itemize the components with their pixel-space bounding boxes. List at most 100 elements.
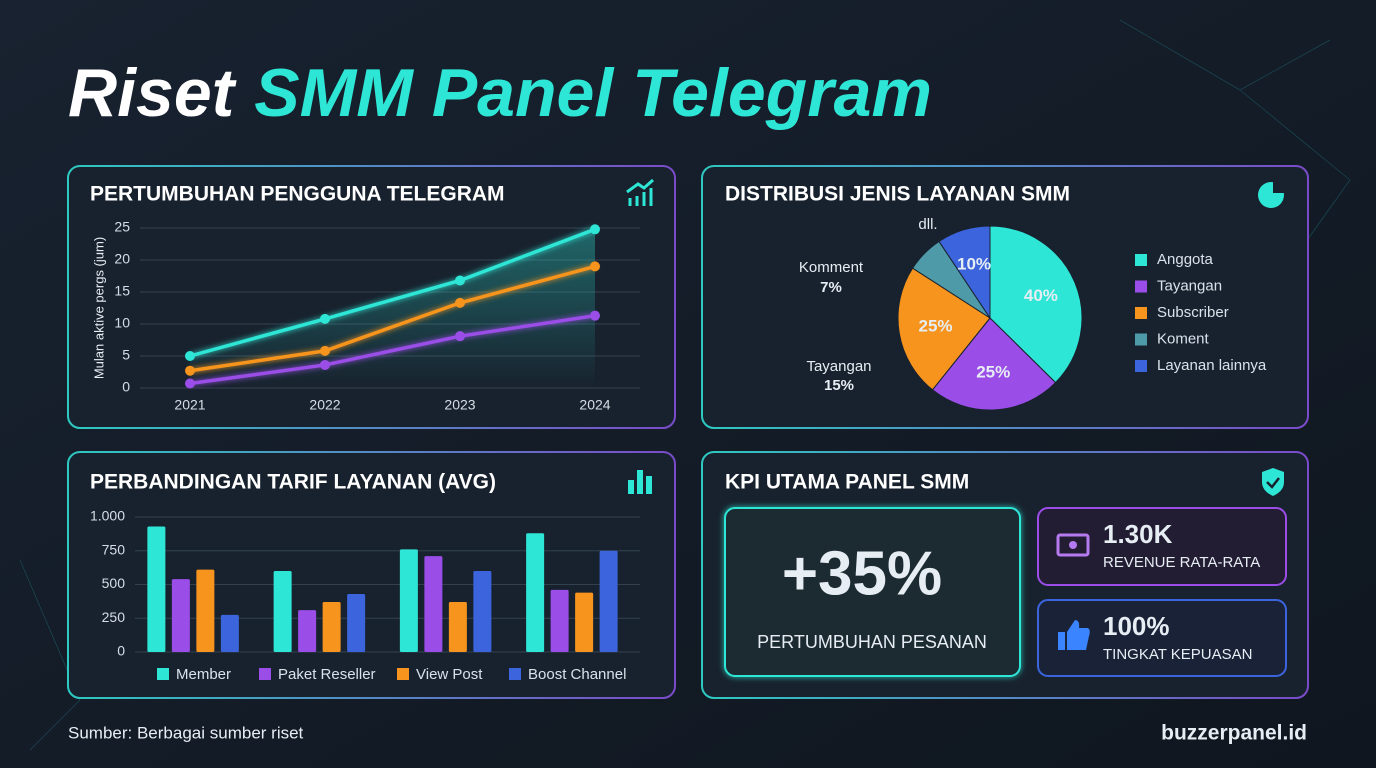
- kpi-card-label: TINGKAT KEPUASAN: [1103, 646, 1252, 663]
- y-tick-label: 250: [102, 609, 126, 625]
- panel-title: PERTUMBUHAN PENGGUNA TELEGRAM: [90, 183, 505, 206]
- x-tick-label: 2022: [309, 397, 340, 413]
- point: [320, 359, 330, 370]
- legend-label: Subscriber: [1157, 304, 1229, 321]
- pie-slice: [938, 225, 991, 320]
- bar-panel: [67, 451, 676, 699]
- point: [590, 310, 600, 321]
- kpi-card-label: REVENUE RATA-RATA: [1103, 554, 1260, 571]
- x-tick-label: 2024: [579, 397, 610, 413]
- bar: [322, 602, 341, 652]
- bar: [575, 592, 594, 652]
- panel-title: KPI UTAMA PANEL SMM: [725, 471, 969, 494]
- pie-icon: [1258, 180, 1286, 208]
- legend-swatch: [1135, 254, 1147, 266]
- bar: [399, 549, 418, 652]
- bar: [424, 556, 443, 652]
- title-accent: SMM Panel Telegram: [254, 55, 932, 131]
- slice-label: 10%: [957, 255, 991, 274]
- y-tick-label: 500: [102, 575, 126, 591]
- bar: [526, 533, 545, 652]
- y-axis-label: Mulan aktive pergs (jum): [91, 237, 106, 379]
- kpi-main-label: PERTUMBUHAN PESANAN: [757, 632, 987, 652]
- kpi-main-box: [724, 507, 1021, 677]
- network-decor: [19, 19, 1351, 751]
- bar: [550, 589, 569, 652]
- y-tick-label: 1.000: [90, 508, 125, 524]
- legend-label: Boost Channel: [528, 666, 626, 683]
- bar: [448, 602, 467, 652]
- legend-swatch: [1135, 333, 1147, 346]
- y-tick-label: 10: [114, 315, 130, 331]
- annotation: dll.: [918, 216, 937, 233]
- x-tick-label: 2021: [174, 397, 205, 413]
- point: [590, 261, 600, 272]
- legend-swatch: [397, 668, 409, 680]
- kpi-card-value: 1.30K: [1103, 519, 1173, 549]
- y-tick-label: 5: [122, 347, 130, 363]
- legend-swatch: [1135, 360, 1147, 372]
- y-tick-label: 25: [114, 219, 130, 235]
- shield-icon: [1262, 468, 1284, 496]
- bar: [171, 579, 190, 652]
- slice-label: 25%: [976, 363, 1010, 382]
- line: [189, 313, 596, 386]
- source-note: Sumber: Berbagai sumber riset: [68, 723, 304, 742]
- point: [320, 313, 330, 324]
- panel-title: DISTRIBUSI JENIS LAYANAN SMM: [725, 183, 1070, 206]
- y-tick-label: 750: [102, 541, 126, 557]
- pie-slice: [931, 317, 1057, 411]
- legend-label: View Post: [416, 666, 483, 683]
- bar: [473, 571, 492, 652]
- thumb-icon: [1058, 620, 1090, 650]
- bar: [599, 550, 618, 652]
- panel-title: PERBANDINGAN TARIF LAYANAN (AVG): [90, 471, 496, 494]
- legend-label: Layanan lainnya: [1157, 357, 1267, 374]
- annotation: Komment: [799, 259, 864, 276]
- legend-label: Koment: [1157, 330, 1210, 347]
- line: [189, 227, 596, 358]
- legend-swatch: [259, 668, 271, 680]
- legend-label: Anggota: [1157, 251, 1214, 268]
- legend-swatch: [157, 668, 169, 680]
- point: [590, 224, 600, 235]
- page-title: Riset SMM Panel Telegram: [68, 55, 932, 131]
- bar: [347, 593, 366, 652]
- point: [455, 275, 465, 286]
- annotation: 15%: [824, 377, 854, 394]
- legend-label: Tayangan: [1157, 277, 1222, 294]
- point: [455, 331, 465, 342]
- brand: buzzerpanel.id: [1161, 722, 1307, 745]
- kpi-main-value: +35%: [782, 539, 942, 608]
- point: [455, 297, 465, 308]
- bar-icon: [628, 470, 652, 494]
- bar: [298, 610, 317, 652]
- bar: [147, 526, 166, 652]
- legend-swatch: [509, 668, 521, 680]
- y-tick-label: 0: [122, 379, 130, 395]
- title-white: Riset: [68, 55, 237, 131]
- point: [185, 365, 195, 376]
- pie-slice: [989, 225, 1083, 384]
- kpi-card: [1037, 599, 1287, 677]
- point: [185, 378, 195, 389]
- y-tick-label: 15: [114, 283, 130, 299]
- legend-swatch: [1135, 280, 1147, 293]
- slice-label: 25%: [919, 316, 953, 335]
- y-tick-label: 20: [114, 251, 130, 267]
- x-tick-label: 2023: [444, 397, 475, 413]
- kpi-card-value: 100%: [1103, 611, 1170, 641]
- line: [189, 264, 596, 373]
- annotation: 7%: [820, 279, 842, 296]
- kpi-card: [1037, 507, 1287, 586]
- slice-label: 40%: [1024, 286, 1058, 305]
- point: [320, 345, 330, 356]
- legend-label: Member: [176, 666, 231, 683]
- bar: [220, 614, 239, 652]
- bar: [196, 569, 215, 652]
- trend-icon: [626, 178, 654, 206]
- pie-slice: [897, 267, 991, 391]
- annotation: Tayangan: [806, 358, 871, 375]
